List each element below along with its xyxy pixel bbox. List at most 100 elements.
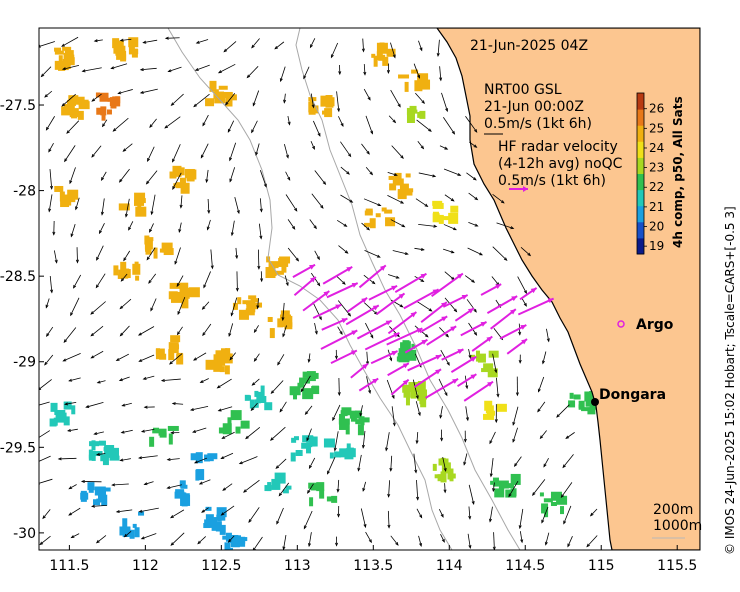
model-vector-head: [401, 224, 406, 228]
model-vector-head: [450, 198, 455, 202]
model-vector-head: [236, 210, 240, 215]
model-vector-head: [562, 464, 566, 469]
model-vector: [415, 401, 421, 416]
model-vector-head: [64, 402, 69, 406]
y-tick-label: -30: [13, 526, 36, 542]
sst-pixel: [205, 98, 215, 107]
model-vector-head: [304, 411, 309, 416]
hf-vector-head: [495, 284, 502, 289]
sst-pixel: [589, 390, 596, 400]
sst-pixel: [132, 263, 141, 275]
hf-vector-head: [421, 339, 428, 345]
model-vector: [309, 457, 316, 469]
model-vector-head: [479, 252, 484, 256]
model-vector-head: [164, 125, 169, 129]
sst-pixel: [438, 214, 444, 224]
model-vector-head: [61, 103, 66, 107]
model-vector-head: [520, 539, 524, 544]
hf-vector-head: [346, 266, 353, 272]
sst-pixel: [122, 518, 128, 530]
sst-pixel: [235, 426, 241, 434]
model-vector-head: [444, 146, 449, 150]
sst-pixel: [273, 270, 284, 275]
model-vector-head: [96, 380, 101, 384]
sst-pixel: [357, 424, 364, 436]
model-vector: [332, 404, 341, 421]
model-vector-head: [387, 493, 391, 498]
x-tick-label: 112: [132, 558, 159, 574]
model-vector: [277, 354, 285, 366]
model-vector: [586, 535, 598, 547]
model-vector: [418, 223, 437, 227]
hf-scale-arrowhead: [523, 186, 528, 192]
sst-pixel: [510, 488, 517, 497]
hf-vector: [364, 332, 400, 351]
sst-pixel: [411, 69, 419, 74]
sst-pixel: [204, 454, 211, 462]
model-vector-head: [368, 390, 372, 395]
model-vector: [309, 219, 317, 229]
model-vector: [417, 140, 424, 149]
sst-pixel: [215, 521, 222, 532]
sst-pixel: [179, 282, 189, 289]
model-vector-head: [50, 289, 54, 294]
model-vector-head: [285, 282, 289, 287]
sst-pixel: [190, 453, 201, 461]
model-vector: [514, 456, 522, 467]
model-vector-head: [334, 355, 338, 360]
sst-pixel: [58, 55, 63, 64]
sst-pixel: [308, 482, 320, 489]
model-vector: [300, 375, 311, 392]
model-vector-head: [395, 542, 399, 546]
colorbar-band: [637, 245, 644, 251]
model-vector: [443, 248, 454, 254]
sst-pixel: [267, 316, 273, 322]
sst-pixel: [124, 269, 131, 279]
hf-vector-head: [435, 369, 442, 375]
model-vector: [390, 455, 393, 471]
model-vector: [567, 536, 573, 547]
model-vector: [170, 509, 185, 519]
argo-float-marker: [617, 320, 625, 328]
model-vector-head: [337, 392, 341, 397]
sst-pixel: [297, 382, 305, 388]
model-vector-head: [189, 407, 194, 411]
model-vector: [207, 219, 211, 230]
model-vector: [111, 63, 128, 69]
model-vector-head: [95, 539, 100, 544]
sst-pixel: [54, 50, 64, 55]
sst-pixel: [539, 492, 544, 497]
model-vector-head: [468, 515, 472, 520]
model-vector: [73, 274, 82, 289]
model-vector-head: [392, 119, 397, 124]
model-vector-head: [342, 281, 346, 285]
sst-pixel: [225, 348, 231, 357]
model-vector-head: [110, 66, 115, 70]
hf-legend-line-3: 0.5m/s (1kt 6h): [498, 173, 606, 189]
depth-label-200: 200m: [653, 502, 693, 518]
model-vector-head: [274, 45, 279, 50]
model-vector-head: [439, 77, 443, 82]
model-vector: [439, 327, 449, 338]
model-vector: [45, 298, 50, 308]
model-vector-head: [251, 44, 255, 49]
model-vector-head: [230, 312, 234, 317]
sst-pixel: [80, 492, 89, 500]
sst-pixel: [325, 95, 333, 101]
sst-pixel: [63, 52, 68, 62]
sst-pixel: [405, 173, 411, 178]
model-vector-head: [202, 332, 206, 337]
hf-vector: [322, 266, 353, 285]
colorbar-band: [637, 109, 644, 114]
colorbar-band: [637, 121, 644, 126]
sst-pixel: [214, 93, 226, 104]
model-vector-head: [333, 447, 337, 452]
model-vector-head: [68, 512, 73, 516]
model-vector: [327, 456, 336, 474]
model-vector: [146, 170, 158, 185]
model-vector: [310, 272, 321, 286]
model-vector: [520, 247, 531, 256]
model-vector-head: [421, 100, 425, 105]
model-vector: [177, 296, 186, 315]
sst-pixel: [213, 364, 223, 372]
